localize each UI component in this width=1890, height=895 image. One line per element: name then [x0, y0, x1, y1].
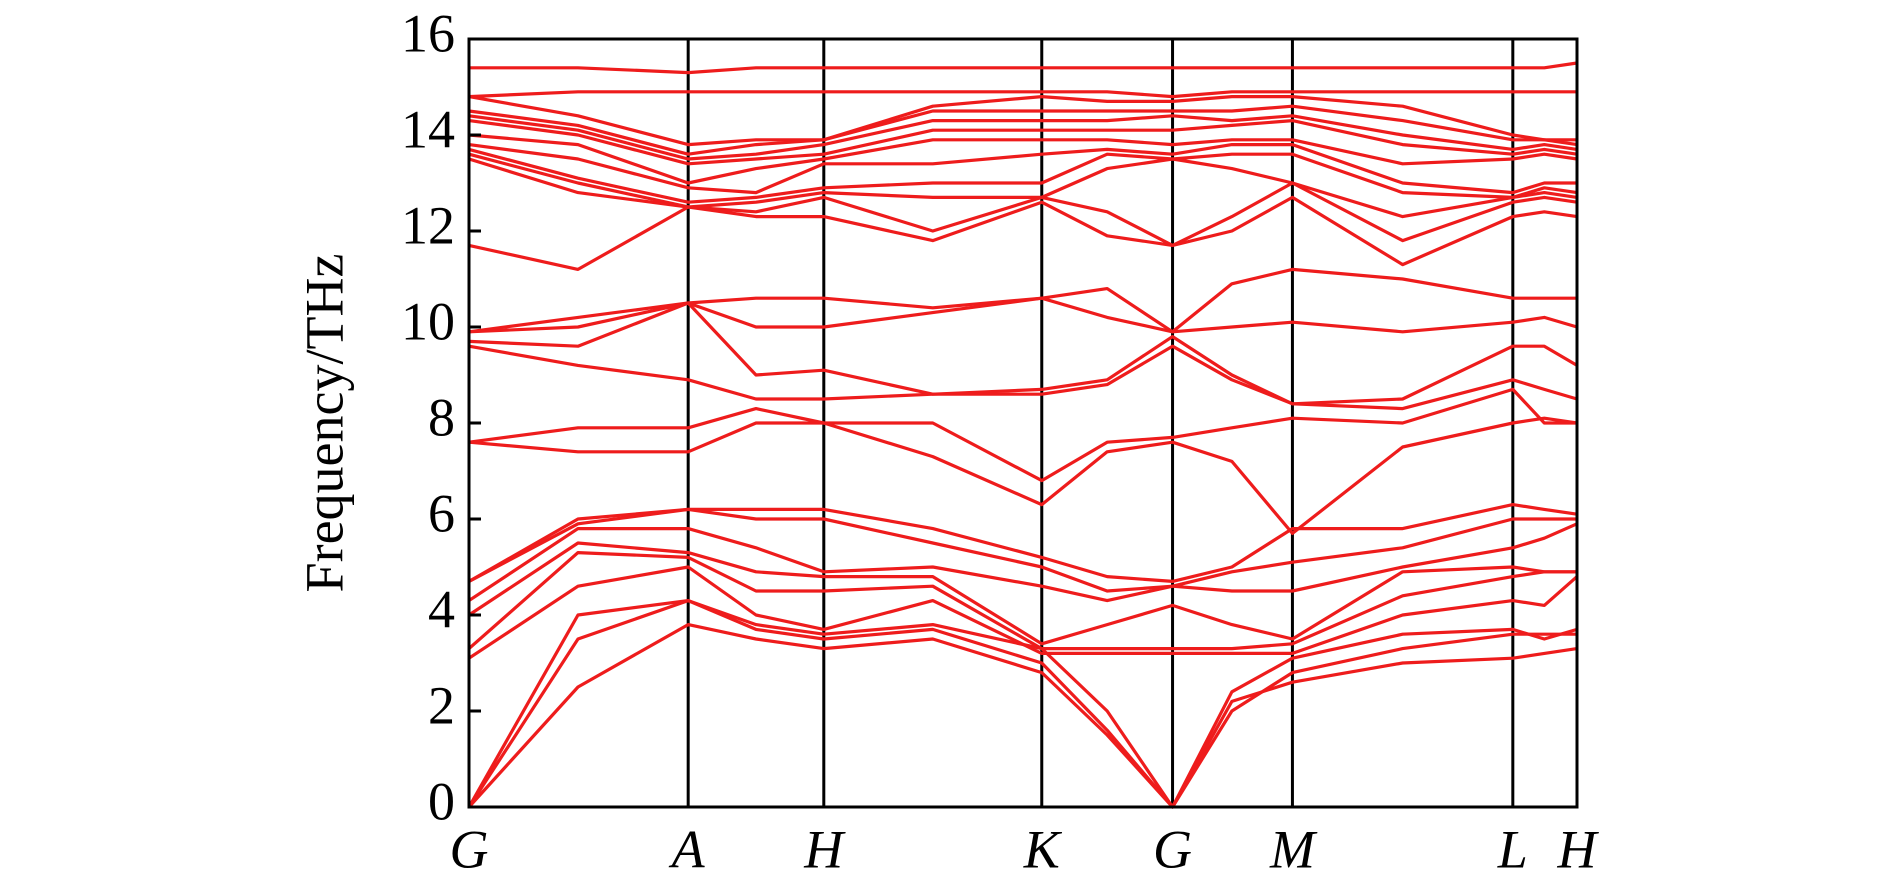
x-tick-label: G — [1153, 819, 1192, 879]
band-line — [468, 387, 1577, 483]
band-line — [467, 551, 1577, 651]
band-line — [468, 90, 1577, 99]
y-tick-label: 8 — [428, 387, 455, 447]
band-line — [468, 114, 1578, 161]
x-tick-label: L — [1497, 819, 1528, 879]
x-tick-label: K — [1023, 819, 1063, 879]
band-line — [468, 507, 1577, 593]
axes-frame — [467, 37, 1579, 809]
band-line — [468, 95, 1577, 147]
x-tick-label: H — [1557, 819, 1600, 879]
band-line — [468, 522, 1578, 603]
band-line — [467, 599, 1578, 809]
y-tick-label: 0 — [428, 771, 455, 831]
band-line — [468, 344, 1578, 411]
band-line — [468, 133, 1578, 185]
band-line — [468, 143, 1577, 195]
band-line — [468, 104, 1578, 156]
band-line — [468, 267, 1577, 334]
band-line — [468, 416, 1578, 535]
band-line — [469, 61, 1578, 75]
band-line — [468, 503, 1578, 583]
band-line — [468, 565, 1579, 660]
y-tick-label: 2 — [428, 675, 455, 735]
y-axis-label: Frequency/THz — [294, 254, 354, 593]
x-tick-label: H — [803, 819, 846, 879]
band-line — [468, 296, 1578, 334]
x-tick-label: G — [450, 819, 489, 879]
band-line — [467, 623, 1578, 809]
y-tick-label: 14 — [401, 99, 455, 159]
y-tick-label: 16 — [401, 3, 455, 63]
band-line — [468, 157, 1578, 247]
band-line — [468, 301, 1578, 406]
y-tick-label: 6 — [428, 483, 455, 543]
band-line — [468, 147, 1578, 204]
x-tick-label: M — [1269, 819, 1318, 879]
y-tick-label: 10 — [401, 291, 455, 351]
band-line — [468, 541, 1577, 646]
band-line — [468, 195, 1578, 271]
band-line — [468, 119, 1578, 166]
y-tick-label: 12 — [401, 195, 455, 255]
band-line — [468, 152, 1578, 219]
plot-area — [467, 39, 1579, 809]
y-tick-label: 4 — [428, 579, 455, 639]
x-tick-label: A — [669, 819, 706, 879]
